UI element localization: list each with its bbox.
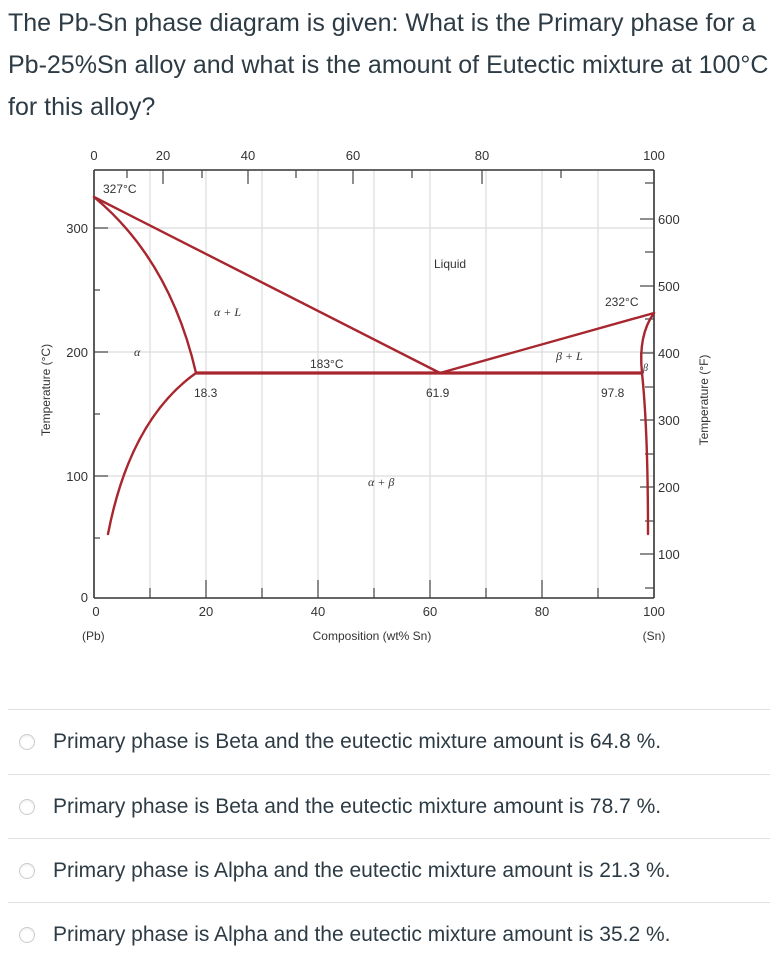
y-axis-left-title: Temperature (°C) <box>39 344 53 436</box>
bottom-tick-label: 60 <box>423 604 437 619</box>
left-tick-label: 300 <box>66 221 88 236</box>
left-tick-label: 200 <box>66 345 88 360</box>
answer-list: Primary phase is Beta and the eutectic m… <box>8 709 770 966</box>
right-tick-label: 400 <box>658 346 680 361</box>
bottom-ticks <box>149 580 599 598</box>
beta-solidus <box>640 311 656 375</box>
region-beta: β <box>642 363 648 374</box>
left-axis-labels: 300 200 100 0 <box>66 221 88 605</box>
radio-button[interactable] <box>19 798 35 815</box>
region-liquid: Liquid <box>434 257 466 271</box>
region-alpha: α <box>134 345 141 359</box>
bottom-axis-labels: 0 20 40 60 80 100 <box>92 604 664 619</box>
right-tick-label: 300 <box>658 413 680 428</box>
answer-option[interactable]: Primary phase is Alpha and the eutectic … <box>8 902 770 966</box>
bottom-tick-label: 0 <box>92 604 99 619</box>
bottom-tick-label: 20 <box>199 604 213 619</box>
phase-diagram-svg: 0 20 40 60 80 100 0 20 40 60 80 100 300 … <box>39 148 711 643</box>
x-axis-right-end: (Sn) <box>643 629 666 643</box>
x-axis-left-end: (Pb) <box>82 629 105 643</box>
region-alpha-liquid: α + L <box>214 305 241 319</box>
top-tick-label: 20 <box>156 148 170 163</box>
x-axis-title: Composition (wt% Sn) <box>313 629 432 643</box>
right-tick-label: 200 <box>658 480 680 495</box>
alpha-solvus <box>106 371 198 536</box>
answer-option[interactable]: Primary phase is Beta and the eutectic m… <box>8 774 770 838</box>
sn-melting-label: 232°C <box>605 295 639 309</box>
answer-label: Primary phase is Alpha and the eutectic … <box>53 858 671 882</box>
top-tick-label: 80 <box>475 148 489 163</box>
top-axis-labels: 0 20 40 60 80 100 <box>90 148 664 163</box>
bottom-tick-label: 40 <box>311 604 325 619</box>
bottom-tick-label: 80 <box>535 604 549 619</box>
left-ticks <box>94 227 108 539</box>
left-tick-label: 0 <box>81 590 88 605</box>
answer-label: Primary phase is Beta and the eutectic m… <box>53 730 662 753</box>
right-tick-label: 600 <box>658 212 680 227</box>
eutectic-temp-label: 183°C <box>310 357 344 371</box>
phase-boundaries <box>92 195 656 536</box>
top-tick-label: 60 <box>346 148 360 163</box>
beta-max-label: 97.8 <box>601 386 625 400</box>
right-axis-labels: 600 500 400 300 200 100 <box>658 212 680 562</box>
alpha-solidus <box>92 195 198 375</box>
answer-option[interactable]: Primary phase is Alpha and the eutectic … <box>8 838 770 902</box>
region-beta-liquid: β + L <box>555 349 583 363</box>
region-labels: α + L β + L α β α + β <box>134 305 648 489</box>
alpha-max-label: 18.3 <box>194 386 218 400</box>
right-tick-label: 100 <box>658 547 680 562</box>
right-tick-label: 500 <box>658 279 680 294</box>
eutectic-comp-label: 61.9 <box>426 386 450 400</box>
answer-label: Primary phase is Alpha and the eutectic … <box>53 922 671 946</box>
region-alpha-beta: α + β <box>368 475 394 489</box>
liquidus-sn-side <box>438 311 656 375</box>
radio-button[interactable] <box>19 926 35 943</box>
phase-diagram: 0 20 40 60 80 100 0 20 40 60 80 100 300 … <box>0 130 780 660</box>
bottom-tick-label: 100 <box>643 604 665 619</box>
answer-option[interactable]: Primary phase is Beta and the eutectic m… <box>8 709 770 774</box>
grid <box>94 170 654 598</box>
top-tick-label: 40 <box>241 148 255 163</box>
answer-label: Primary phase is Beta and the eutectic m… <box>53 794 662 818</box>
left-tick-label: 100 <box>66 469 88 484</box>
top-tick-label: 0 <box>90 148 97 163</box>
radio-button[interactable] <box>19 734 35 750</box>
liquidus-pb-side <box>92 195 442 375</box>
annotations: 327°C 232°C 183°C 18.3 61.9 97.8 Liquid <box>103 182 639 400</box>
top-ticks <box>126 170 562 184</box>
beta-solvus <box>640 371 650 536</box>
y-axis-right-title: Temperature (°F) <box>697 355 711 446</box>
top-tick-label: 100 <box>643 148 665 163</box>
pb-melting-label: 327°C <box>103 182 137 196</box>
question-text: The Pb-Sn phase diagram is given: What i… <box>8 9 769 121</box>
radio-button[interactable] <box>19 862 35 879</box>
